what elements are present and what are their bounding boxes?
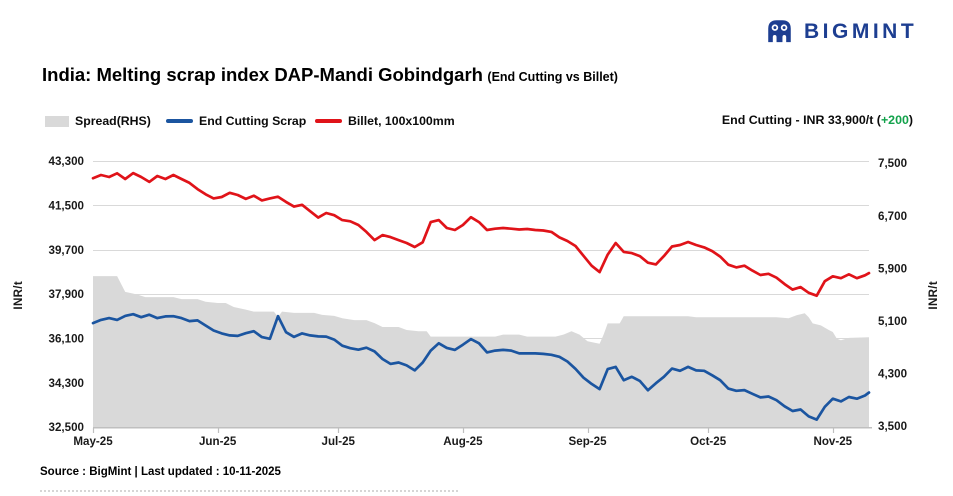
legend-label-billet: Billet, 100x100mm [348,114,455,128]
series-line-billet-100x100mm [91,171,871,298]
legend-label-spread: Spread(RHS) [75,114,151,128]
price-callout: End Cutting - INR 33,900/t (+200) [722,113,913,127]
legend-label-end-cutting: End Cutting Scrap [199,114,307,128]
price-callout-label: End Cutting - INR 33,900/t [721,113,877,127]
y-left-tick-label: 36,100 [49,333,84,346]
legend-item-end-cutting: End Cutting Scrap [166,114,306,128]
y-left-tick-label: 32,500 [49,421,84,434]
y-left-tick-label: 39,700 [49,244,84,257]
y-left-tick-label: 34,300 [49,377,84,390]
y-left-tick-label: 43,300 [49,155,84,168]
y-left-tick-label: 37,900 [49,288,84,301]
legend-item-billet: Billet, 100x100mm [315,114,455,128]
price-callout-close-paren: ) [908,113,913,127]
brand-logo: BIGMINT [764,16,917,47]
y-right-tick-label: 6,700 [878,210,907,223]
page-title: India: Melting scrap index DAP-Mandi Gob… [42,64,618,86]
x-tick-label: Oct-25 [690,435,727,448]
chart-title-main: India: Melting scrap index DAP-Mandi Gob… [42,64,483,85]
y-right-tick-label: 4,300 [878,368,907,381]
price-callout-open-paren: ( [876,113,881,127]
x-tick-label: Nov-25 [813,435,852,448]
x-tick-label: Sep-25 [569,435,608,448]
bigmint-logo-icon [768,20,791,43]
source-note: Source : BigMint | Last updated : 10-11-… [40,466,281,478]
y-right-tick-label: 5,100 [878,315,907,328]
y-left-tick-label: 41,500 [49,200,84,213]
legend-swatch-billet [315,119,342,123]
y-right-tick-label: 3,500 [878,420,907,433]
price-callout-change: +200 [880,113,909,127]
series-line-end-cutting-scrap [91,312,871,421]
legend-item-spread: Spread(RHS) [45,114,151,128]
x-tick-label: Jun-25 [199,435,237,448]
chart-title-sub: (End Cutting vs Billet) [487,70,618,84]
legend-swatch-spread [45,115,69,127]
x-tick-label: May-25 [73,435,113,448]
y-right-tick-label: 5,900 [878,262,907,275]
spread-area [93,276,869,427]
legend-swatch-end-cutting [166,119,193,123]
x-tick-label: Jul-25 [322,435,356,448]
footer-divider [40,490,458,492]
x-tick-label: Aug-25 [443,435,483,448]
brand-name: BIGMINT [804,19,918,43]
y-right-tick-label: 7,500 [878,157,907,170]
